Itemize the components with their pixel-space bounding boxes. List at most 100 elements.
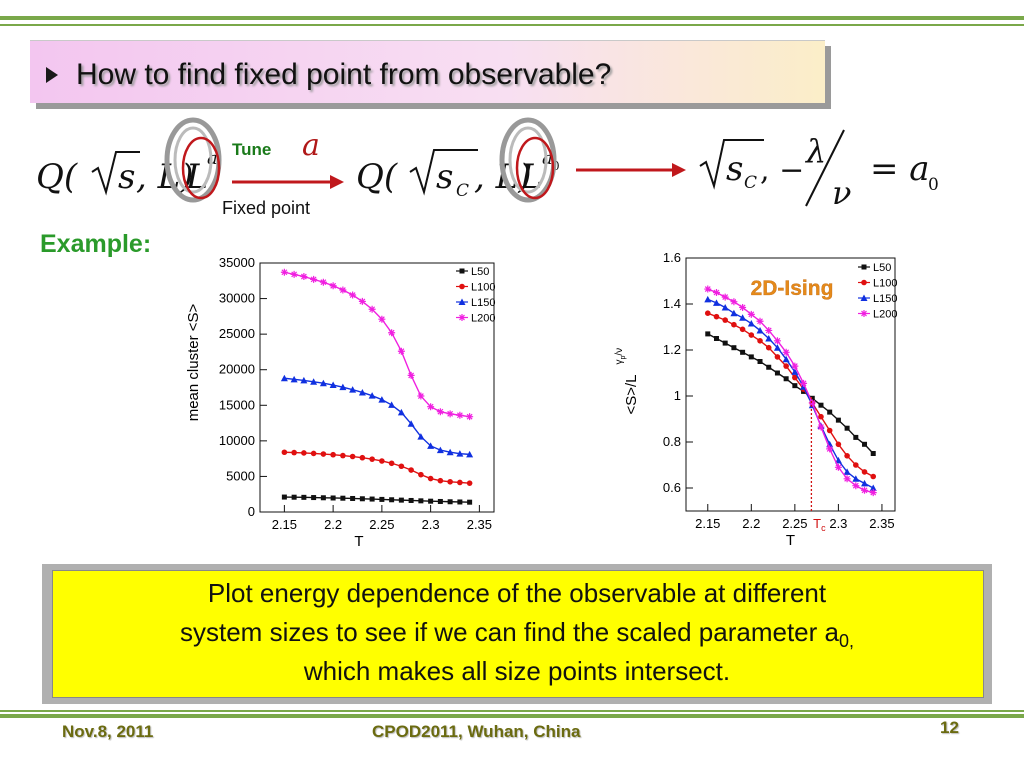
data-point-l50 (437, 498, 443, 504)
data-point-l100 (757, 338, 763, 344)
data-point-l150 (869, 484, 877, 491)
data-point-l100 (457, 479, 463, 486)
data-point-l150 (310, 378, 318, 385)
x-tick-label: 2.2 (324, 517, 342, 532)
x-tick-label: 2.3 (829, 516, 847, 531)
data-point-l50 (853, 434, 859, 440)
note-line-3: which makes all size points intersect. (303, 656, 731, 686)
data-point-l50 (766, 364, 772, 370)
data-point-l200 (739, 303, 747, 311)
data-point-l100 (731, 321, 737, 328)
data-point-l50 (862, 441, 868, 447)
data-point-l200 (773, 337, 781, 345)
tc-label: Tc (813, 516, 826, 533)
data-point-l50 (340, 495, 346, 501)
data-point-l100 (398, 463, 405, 470)
note-box (52, 570, 984, 698)
data-point-l200 (300, 273, 308, 281)
data-point-l150 (861, 479, 869, 487)
data-point-l50 (379, 496, 385, 502)
formula-3-sub: C (744, 173, 757, 193)
data-point-l100 (826, 427, 833, 434)
x-tick-label: 2.15 (272, 517, 297, 532)
data-point-l150 (446, 448, 454, 456)
data-point-l150 (782, 355, 790, 363)
data-point-l200 (456, 411, 464, 419)
fraction-slash (805, 129, 845, 207)
data-point-l50 (301, 494, 307, 500)
data-point-l50 (291, 494, 297, 500)
formula-3-s: s (726, 149, 743, 189)
x-tick-label: 2.2 (742, 516, 760, 531)
x-tick-label: 2.35 (869, 516, 894, 531)
formula-1-q: Q( (36, 157, 78, 197)
y-tick-label: 10000 (219, 433, 255, 448)
formula-3-eq: = a (870, 149, 930, 189)
data-point-l150 (704, 295, 712, 303)
data-point-l50 (467, 499, 473, 505)
data-point-l50 (350, 495, 356, 501)
data-point-l50 (428, 498, 434, 504)
legend-marker (860, 310, 868, 317)
data-point-l100 (281, 449, 288, 456)
data-point-l200 (808, 399, 816, 407)
legend-marker (861, 264, 867, 270)
data-point-l50 (281, 494, 287, 500)
data-point-l100 (765, 344, 772, 351)
y-tick-label: 1.6 (663, 250, 681, 265)
y-tick-label: 35000 (219, 255, 255, 270)
highlight-rings-2 (499, 117, 557, 203)
data-point-l100 (359, 454, 366, 461)
bottom-rule-thick (0, 714, 1024, 718)
data-point-l200 (397, 347, 405, 355)
data-point-l200 (436, 408, 444, 416)
data-point-l100 (418, 471, 424, 478)
plot-frame (259, 262, 495, 513)
legend-marker (458, 314, 466, 321)
data-point-l50 (359, 496, 365, 502)
y-tick-label: 1.4 (663, 296, 681, 311)
formula-3-eqsub: 0 (928, 175, 939, 195)
highlight-rings-1 (164, 117, 222, 203)
data-point-l150 (436, 446, 444, 454)
y-axis-label-exp-sub: p (620, 356, 627, 360)
data-point-l50 (408, 497, 414, 503)
data-point-l150 (456, 450, 464, 457)
arrow-1 (232, 175, 344, 189)
data-point-l100 (379, 458, 385, 464)
x-tick-label: 2.25 (782, 516, 807, 531)
data-point-l50 (740, 349, 746, 355)
data-point-l100 (783, 363, 789, 369)
data-point-l100 (853, 462, 859, 468)
data-point-l200 (319, 278, 327, 286)
data-point-l200 (339, 286, 347, 294)
y-tick-label: 25000 (219, 326, 255, 341)
y-tick-label: 0.6 (663, 480, 681, 495)
data-point-l200 (280, 268, 288, 276)
data-point-l50 (418, 498, 424, 504)
y-tick-label: 1 (674, 388, 681, 403)
data-point-l200 (388, 329, 396, 337)
example-label: Example: (40, 230, 152, 258)
data-point-l200 (329, 282, 337, 290)
formula-3-nu: ν (832, 174, 851, 212)
y-axis-label: mean cluster <S> (185, 303, 202, 421)
data-point-l150 (349, 386, 357, 393)
data-point-l200 (756, 317, 764, 325)
data-point-l50 (705, 331, 711, 337)
chart-title-2d-ising: 2D-Ising (751, 277, 834, 300)
formula-1-s: s (118, 157, 135, 197)
data-point-l150 (300, 376, 308, 384)
data-point-l100 (408, 467, 414, 473)
data-point-l50 (369, 496, 375, 502)
data-point-l100 (330, 451, 336, 458)
top-rule-thick (0, 16, 1024, 20)
data-point-l150 (319, 379, 327, 387)
data-point-l200 (407, 371, 415, 379)
data-point-l200 (446, 410, 454, 418)
data-point-l150 (378, 396, 386, 403)
data-point-l50 (389, 497, 395, 503)
sqrt-sign-1 (91, 151, 140, 196)
data-point-l200 (843, 475, 851, 483)
data-point-l200 (826, 445, 834, 453)
